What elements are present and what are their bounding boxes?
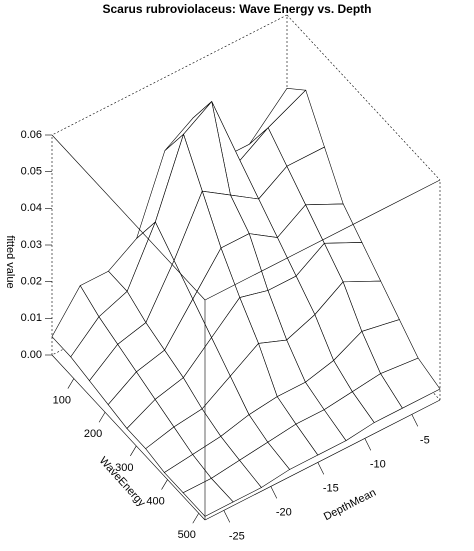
box-edge: [286, 14, 441, 181]
y-tick-label: -25: [229, 530, 245, 542]
x-tick: [192, 513, 200, 524]
z-tick-label: 0.01: [21, 312, 42, 324]
x-tick: [161, 479, 168, 490]
x-tick-label: 500: [178, 529, 196, 541]
y-tick: [317, 462, 325, 475]
z-tick-label: 0.02: [21, 276, 42, 288]
box-edge: [51, 14, 288, 136]
x-tick: [67, 378, 75, 389]
y-tick-label: -5: [420, 434, 430, 446]
y-tick: [364, 438, 372, 451]
z-tick-label: 0.05: [21, 166, 42, 178]
y-tick: [411, 414, 419, 427]
surface-cell: [182, 477, 234, 517]
y-tick-label: -15: [323, 482, 339, 494]
z-axis-label: fitted value: [4, 235, 16, 288]
x-tick-label: 300: [115, 462, 133, 474]
x-tick-label: 400: [146, 495, 164, 507]
x-tick: [98, 412, 106, 423]
x-tick-label: 200: [84, 428, 102, 440]
y-tick-label: -20: [276, 506, 292, 518]
x-tick-label: 100: [53, 394, 71, 406]
chart-title: Scarus rubroviolaceus: Wave Energy vs. D…: [103, 2, 372, 16]
y-tick: [223, 510, 231, 523]
x-tick: [130, 445, 137, 457]
box-edge: [51, 354, 206, 521]
box-edge: [204, 399, 441, 521]
z-tick-label: 0.06: [21, 129, 42, 141]
z-tick-label: 0.00: [21, 349, 42, 361]
box-edge: [204, 179, 441, 301]
y-tick-label: -10: [370, 458, 386, 470]
y-tick: [270, 486, 278, 499]
z-tick-label: 0.03: [21, 239, 42, 251]
box-edge: [51, 134, 206, 301]
z-tick-label: 0.04: [21, 202, 42, 214]
